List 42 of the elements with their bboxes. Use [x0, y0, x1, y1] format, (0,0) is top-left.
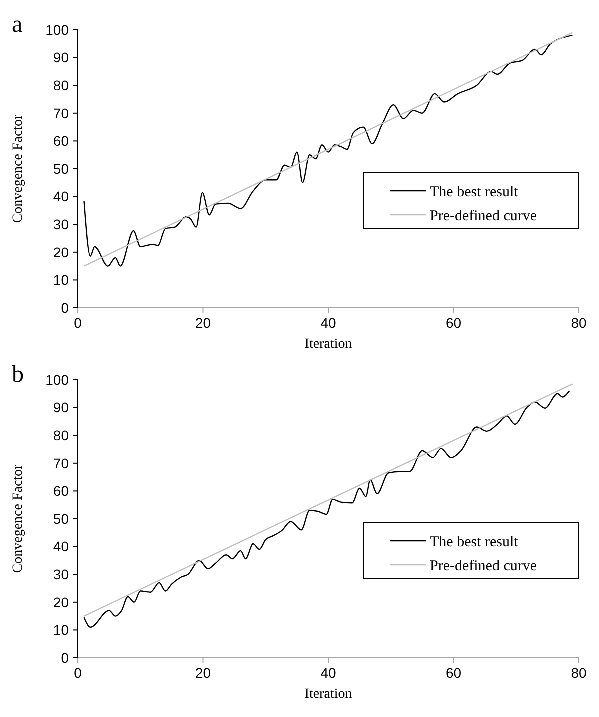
y-tick-label: 30 [53, 566, 70, 582]
y-tick-label: 80 [53, 428, 70, 444]
y-tick-label: 90 [53, 400, 70, 416]
y-tick-label: 100 [46, 22, 70, 38]
y-tick-label: 90 [53, 50, 70, 66]
y-tick-label: 50 [53, 510, 70, 527]
y-tick-label: 70 [53, 455, 70, 472]
y-tick-label: 0 [61, 650, 70, 666]
x-tick-label: 0 [74, 665, 82, 681]
x-tick-label: 60 [446, 665, 462, 681]
y-tick-label: 70 [53, 105, 70, 122]
y-tick-label: 0 [61, 300, 70, 316]
legend-label: The best result [430, 534, 520, 550]
y-tick-label: 20 [53, 244, 70, 260]
y-axis-title: Convegence Factor [11, 464, 26, 574]
y-tick-label: 10 [53, 272, 70, 288]
y-tick-label: 10 [53, 622, 70, 638]
y-tick-label: 30 [53, 216, 70, 232]
legend-label: Pre-defined curve [430, 208, 538, 224]
y-tick-label: 50 [53, 160, 70, 177]
x-tick-label: 20 [195, 665, 212, 681]
x-axis-title: Iteration [304, 337, 352, 352]
x-tick-label: 20 [195, 315, 212, 331]
x-tick-label: 60 [446, 315, 462, 331]
y-tick-label: 40 [53, 538, 70, 555]
y-tick-label: 100 [46, 372, 70, 388]
x-tick-label: 80 [571, 315, 587, 331]
x-tick-label: 40 [320, 665, 336, 681]
chart-title: b [12, 362, 24, 388]
x-axis-title: Iteration [304, 687, 352, 702]
y-tick-label: 60 [53, 133, 70, 150]
legend-label: The best result [430, 184, 520, 200]
y-tick-label: 60 [53, 483, 70, 500]
y-tick-label: 20 [53, 594, 70, 610]
x-tick-label: 0 [74, 315, 82, 331]
y-axis-title: Convegence Factor [11, 114, 26, 224]
x-tick-label: 40 [320, 315, 336, 331]
chart-title: a [12, 12, 23, 38]
x-tick-label: 80 [571, 665, 587, 681]
legend-label: Pre-defined curve [430, 558, 538, 574]
y-tick-label: 80 [53, 78, 70, 94]
y-tick-label: 40 [53, 188, 70, 205]
